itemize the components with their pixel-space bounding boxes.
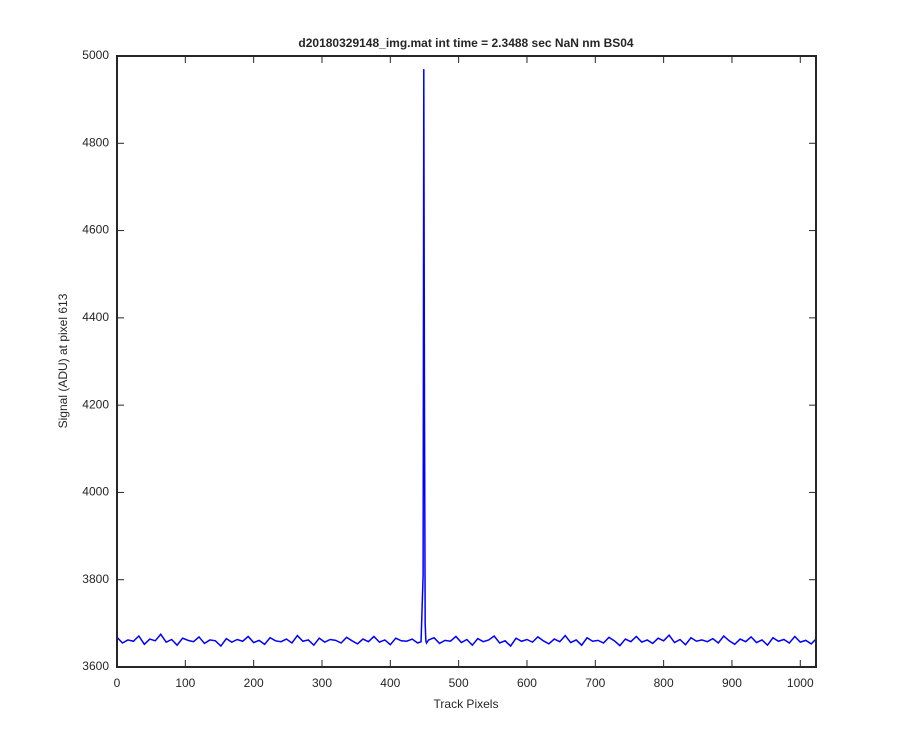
y-tick-label: 3600 <box>82 659 109 673</box>
y-tick-label: 4800 <box>82 135 109 149</box>
x-tick-label: 700 <box>585 676 605 690</box>
x-tick-label: 500 <box>449 676 469 690</box>
x-tick-label: 300 <box>312 676 332 690</box>
y-tick-label: 4200 <box>82 397 109 411</box>
chart-title: d20180329148_img.mat int time = 2.3488 s… <box>298 36 634 50</box>
x-tick-label: 1000 <box>787 676 814 690</box>
y-tick-label: 4000 <box>82 485 109 499</box>
x-axis-label: Track Pixels <box>434 697 499 711</box>
y-axis-label: Signal (ADU) at pixel 613 <box>56 293 70 428</box>
y-tick-label: 4400 <box>82 310 109 324</box>
y-tick-label: 4600 <box>82 223 109 237</box>
y-tick-label: 5000 <box>82 48 109 62</box>
x-tick-label: 200 <box>244 676 264 690</box>
x-tick-label: 0 <box>114 676 121 690</box>
x-tick-label: 400 <box>380 676 400 690</box>
x-tick-label: 100 <box>175 676 195 690</box>
x-tick-label: 800 <box>654 676 674 690</box>
x-tick-label: 900 <box>722 676 742 690</box>
y-tick-label: 3800 <box>82 572 109 586</box>
plot-frame <box>116 55 817 668</box>
data-line <box>116 69 817 648</box>
x-tick-label: 600 <box>517 676 537 690</box>
